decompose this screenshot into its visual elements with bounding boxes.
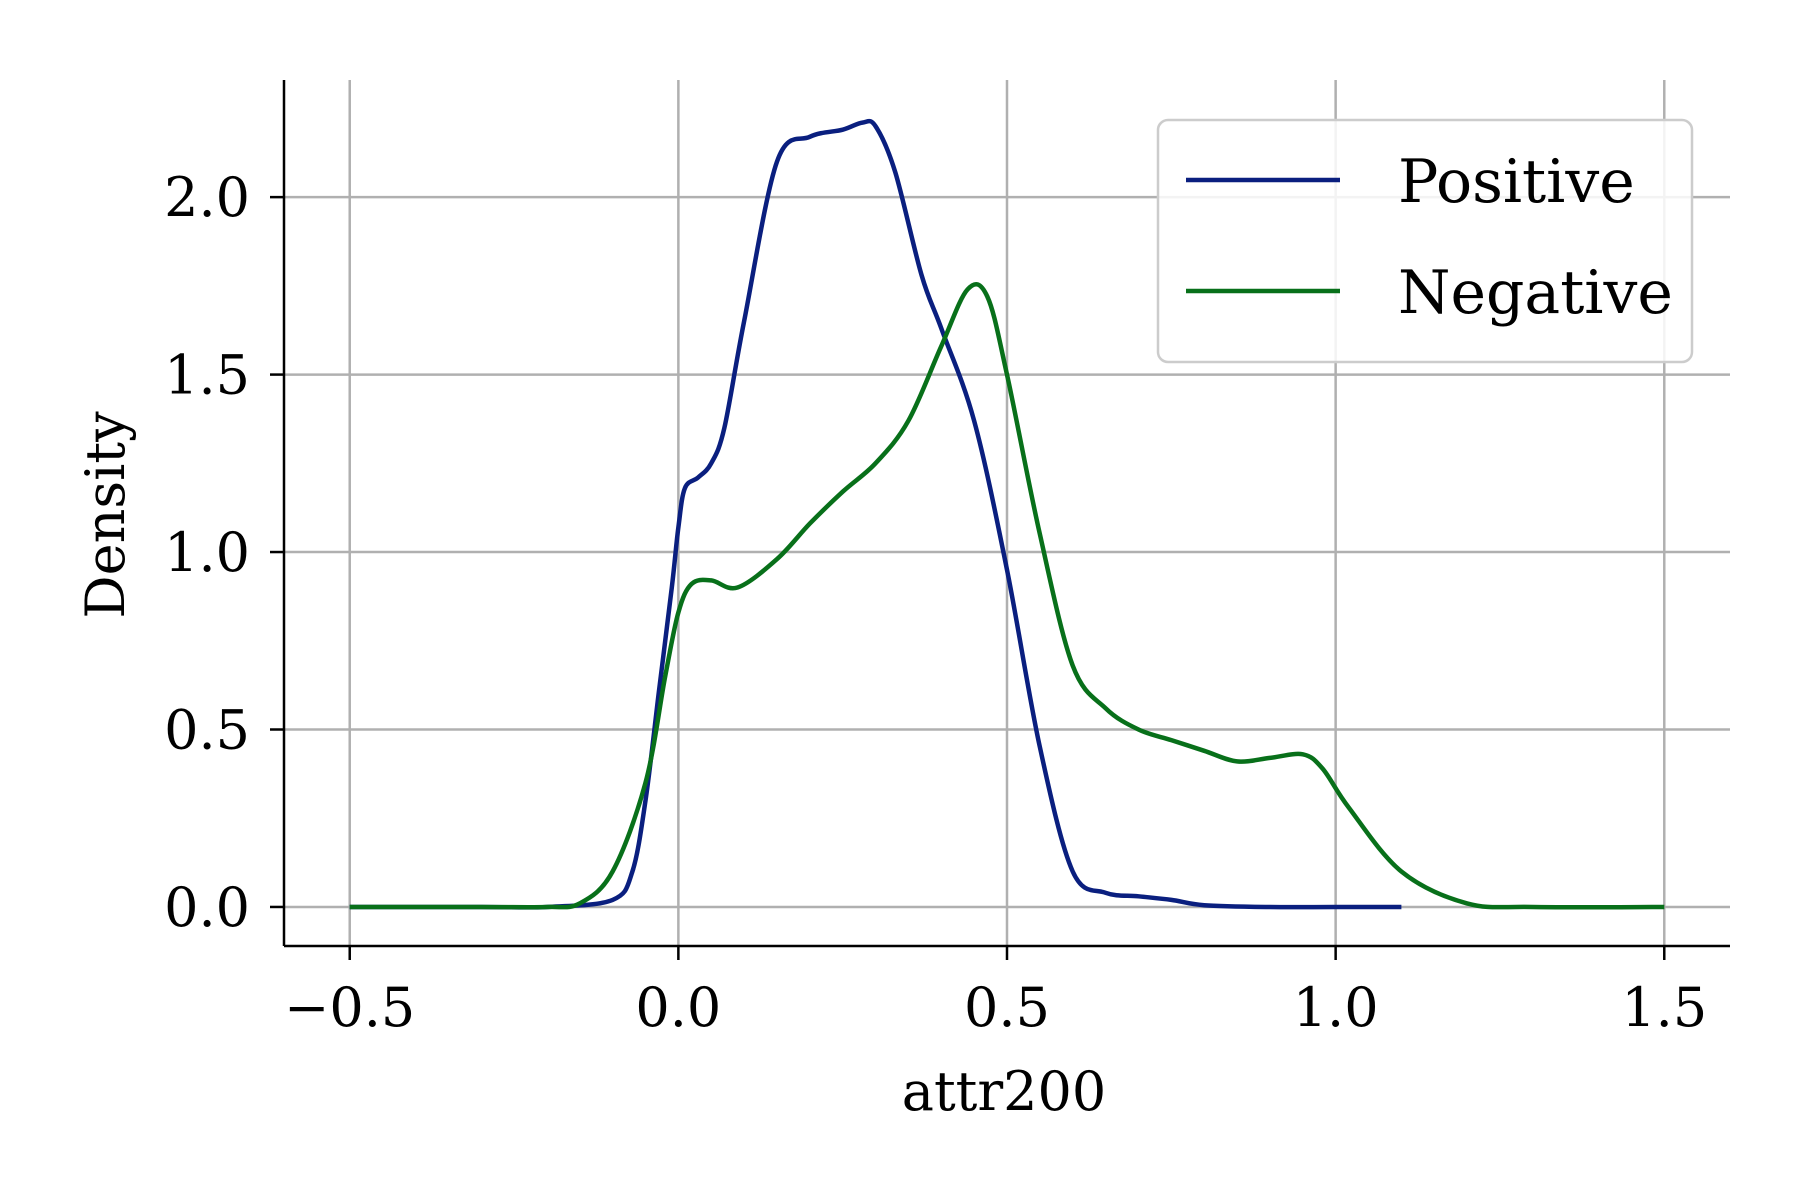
series-line-negative <box>349 282 1665 910</box>
y-axis-label: Density <box>74 411 137 619</box>
x-tick-label: −0.5 <box>284 976 415 1039</box>
y-tick-label: 0.5 <box>164 699 250 762</box>
ticks: −0.5 0.0 0.5 1.0 1.5 0.0 0.5 1.0 1.5 2.0 <box>164 166 1707 1039</box>
x-axis-label: attr200 <box>902 1060 1106 1123</box>
y-tick-label: 1.0 <box>164 521 250 584</box>
y-tick-label: 1.5 <box>164 344 250 407</box>
legend-label-positive: Positive <box>1398 147 1635 217</box>
x-tick-label: 1.5 <box>1621 976 1707 1039</box>
legend-label-negative: Negative <box>1398 258 1673 328</box>
legend: Positive Negative <box>1156 118 1694 364</box>
y-tick-label: 0.0 <box>164 876 250 939</box>
series-layer <box>349 118 1665 910</box>
y-tick-label: 2.0 <box>164 166 250 229</box>
x-tick-label: 0.0 <box>635 976 721 1039</box>
x-tick-label: 1.0 <box>1293 976 1379 1039</box>
x-tick-label: 0.5 <box>964 976 1050 1039</box>
